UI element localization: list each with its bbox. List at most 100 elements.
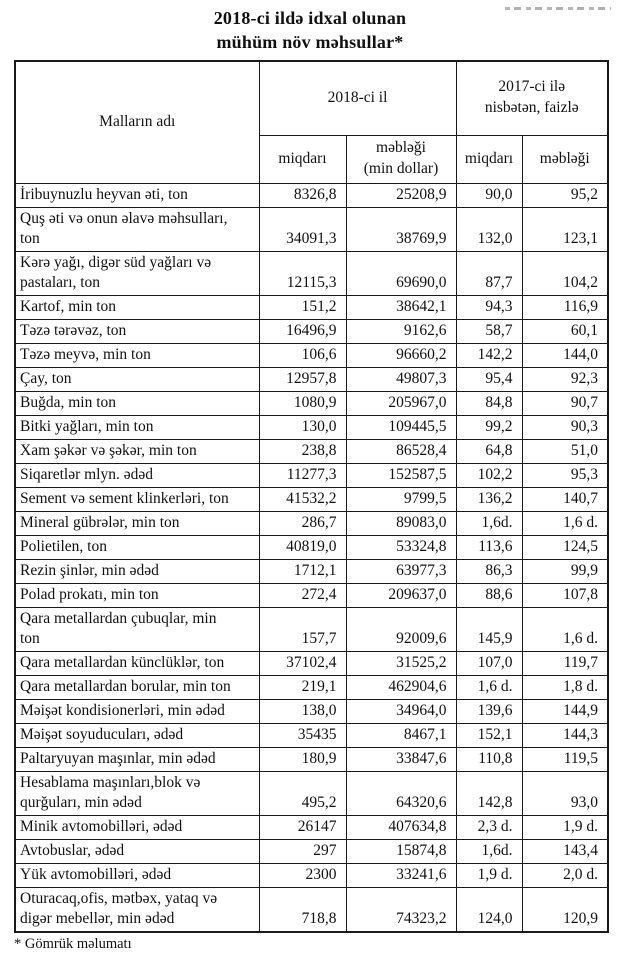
quantity-ratio-cell: 113,6 [455, 534, 523, 560]
amount-2018-cell: 74323,2 [345, 886, 457, 933]
amount-2018-cell: 25208,9 [345, 182, 457, 208]
amount-ratio-cell: 90,7 [521, 390, 609, 416]
quantity-ratio-cell: 94,3 [455, 294, 523, 320]
quantity-ratio-cell: 132,0 [455, 206, 523, 252]
table-row: Qara metallardan çubuqlar, min ton 157,7 9… [14, 606, 609, 652]
quantity-2018-cell: 40819,0 [258, 534, 347, 560]
table-row: Quş əti və onun əlavə məhsulları, ton 340… [14, 206, 609, 252]
product-name-cell: Mineral gübrələr, min ton [14, 510, 260, 536]
product-name-cell: Polietilen, ton [14, 534, 260, 560]
table-footnote: * Gömrük məlumatı [14, 935, 132, 952]
quantity-ratio-cell: 1,6d. [455, 838, 523, 864]
amount-2018-cell: 49807,3 [345, 366, 457, 392]
subheader-amount-2018: məbləği (min dollar) [345, 134, 457, 184]
quantity-2018-cell: 238,8 [258, 438, 347, 464]
quantity-ratio-cell: 86,3 [455, 558, 523, 584]
quantity-2018-cell: 26147 [258, 814, 347, 840]
table-row: Rezin şinlər, min ədəd 1712,1 63977,3 86,3 9… [14, 558, 609, 584]
product-name-cell: Paltaryuyan maşınlar, min ədəd [14, 746, 260, 772]
product-name-cell: Məişət kondisionerləri, min ədəd [14, 698, 260, 724]
product-name-cell: Çay, ton [14, 366, 260, 392]
header-group-2017-ratio: 2017-ci ilə nisbətən, faizlə [455, 60, 609, 136]
quantity-ratio-cell: 110,8 [455, 746, 523, 772]
amount-2018-cell: 9162,6 [345, 318, 457, 344]
quantity-ratio-cell: 88,6 [455, 582, 523, 608]
quantity-ratio-cell: 99,2 [455, 414, 523, 440]
table-row: Qara metallardan künclüklər, ton 37102,4 3… [14, 650, 609, 676]
page-title-line-2: mühüm növ məhsullar* [216, 31, 404, 52]
product-name-cell: Kartof, min ton [14, 294, 260, 320]
product-name-cell: Polad prokatı, min ton [14, 582, 260, 608]
quantity-ratio-cell: 58,7 [455, 318, 523, 344]
product-name-cell: Kərə yağı, digər süd yağları və pastalar… [14, 250, 260, 296]
quantity-ratio-cell: 64,8 [455, 438, 523, 464]
page-title: 2018-ci ildə idxal olunan mühüm növ məhs… [0, 7, 620, 55]
product-name-cell: Quş əti və onun əlavə məhsulları, ton [14, 206, 260, 252]
amount-ratio-cell: 119,7 [521, 650, 609, 676]
imports-table: Malların adı 2018-ci il 2017-ci ilə nisb… [14, 59, 610, 933]
quantity-2018-cell: 106,6 [258, 342, 347, 368]
amount-ratio-cell: 144,0 [521, 342, 609, 368]
amount-2018-cell: 15874,8 [345, 838, 457, 864]
table-row: Yük avtomobilləri, ədəd 2300 33241,6 1,9 d.… [14, 862, 609, 888]
product-name-cell: İribuynuzlu heyvan əti, ton [14, 182, 260, 208]
quantity-ratio-cell: 102,2 [455, 462, 523, 488]
amount-2018-cell: 33241,6 [345, 862, 457, 888]
quantity-ratio-cell: 1,9 d. [455, 862, 523, 888]
amount-ratio-cell: 99,9 [521, 558, 609, 584]
table-row: Oturacaq,ofis, mətbəx, yataq və digər me… [14, 886, 609, 933]
quantity-2018-cell: 297 [258, 838, 347, 864]
amount-ratio-cell: 1,6 d. [521, 510, 609, 536]
table-row: Qara metallardan borular, min ton 219,1 46… [14, 674, 609, 700]
quantity-ratio-cell: 87,7 [455, 250, 523, 296]
quantity-ratio-cell: 142,2 [455, 342, 523, 368]
product-name-cell: Təzə meyvə, min ton [14, 342, 260, 368]
quantity-2018-cell: 151,2 [258, 294, 347, 320]
quantity-2018-cell: 1080,9 [258, 390, 347, 416]
table-row: İribuynuzlu heyvan əti, ton 8326,8 25208,9… [14, 182, 609, 208]
quantity-ratio-cell: 124,0 [455, 886, 523, 933]
amount-2018-cell: 86528,4 [345, 438, 457, 464]
amount-ratio-cell: 107,8 [521, 582, 609, 608]
quantity-ratio-cell: 95,4 [455, 366, 523, 392]
quantity-2018-cell: 1712,1 [258, 558, 347, 584]
quantity-2018-cell: 34091,3 [258, 206, 347, 252]
quantity-2018-cell: 495,2 [258, 770, 347, 816]
amount-2018-cell: 152587,5 [345, 462, 457, 488]
table-row: Məişət soyuducuları, ədəd 35435 8467,1 152,… [14, 722, 609, 748]
quantity-2018-cell: 35435 [258, 722, 347, 748]
product-name-cell: Xam şəkər və şəkər, min ton [14, 438, 260, 464]
amount-ratio-cell: 144,9 [521, 698, 609, 724]
product-name-cell: Sement və sement klinkerləri, ton [14, 486, 260, 512]
table-row: Sement və sement klinkerləri, ton 41532,2… [14, 486, 609, 512]
table-row: Kartof, min ton 151,2 38642,1 94,3 116,9 [14, 294, 609, 320]
quantity-2018-cell: 718,8 [258, 886, 347, 933]
quantity-ratio-cell: 84,8 [455, 390, 523, 416]
amount-ratio-cell: 1,9 d. [521, 814, 609, 840]
amount-ratio-cell: 120,9 [521, 886, 609, 933]
quantity-ratio-cell: 139,6 [455, 698, 523, 724]
product-name-cell: Qara metallardan borular, min ton [14, 674, 260, 700]
quantity-ratio-cell: 90,0 [455, 182, 523, 208]
quantity-2018-cell: 157,7 [258, 606, 347, 652]
amount-2018-cell: 38642,1 [345, 294, 457, 320]
quantity-2018-cell: 138,0 [258, 698, 347, 724]
page-title-line-1: 2018-ci ildə idxal olunan [213, 8, 407, 28]
amount-ratio-cell: 123,1 [521, 206, 609, 252]
table-row: Hesablama maşınları,blok və qurğuları, m… [14, 770, 609, 816]
quantity-2018-cell: 16496,9 [258, 318, 347, 344]
table-row: Avtobuslar, ədəd 297 15874,8 1,6d. 143,4 [14, 838, 609, 864]
amount-ratio-cell: 51,0 [521, 438, 609, 464]
amount-2018-cell: 63977,3 [345, 558, 457, 584]
table-row: Buğda, min ton 1080,9 205967,0 84,8 90,7 [14, 390, 609, 416]
product-name-cell: Oturacaq,ofis, mətbəx, yataq və digər me… [14, 886, 260, 933]
quantity-ratio-cell: 145,9 [455, 606, 523, 652]
product-name-cell: Siqaretlər mlyn. ədəd [14, 462, 260, 488]
product-name-cell: Minik avtomobilləri, ədəd [14, 814, 260, 840]
table-row: Kərə yağı, digər süd yağları və pastalar… [14, 250, 609, 296]
quantity-2018-cell: 12115,3 [258, 250, 347, 296]
product-name-cell: Qara metallardan çubuqlar, min ton [14, 606, 260, 652]
table-row: Bitki yağları, min ton 130,0 109445,5 99,2 9… [14, 414, 609, 440]
amount-2018-cell: 92009,6 [345, 606, 457, 652]
table-row: Polad prokatı, min ton 272,4 209637,0 88,6 1… [14, 582, 609, 608]
